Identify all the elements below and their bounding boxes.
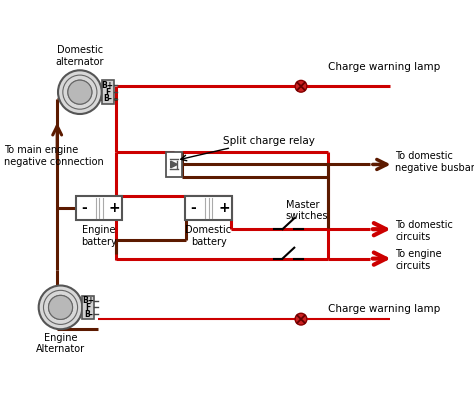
Text: B-: B- xyxy=(103,94,112,103)
Text: +: + xyxy=(218,201,230,215)
Text: To domestic
negative busbar: To domestic negative busbar xyxy=(395,151,474,173)
Circle shape xyxy=(295,80,307,92)
Text: -: - xyxy=(81,201,87,215)
Text: B+: B+ xyxy=(82,296,94,305)
Text: Charge warning lamp: Charge warning lamp xyxy=(328,304,440,314)
Text: Charge warning lamp: Charge warning lamp xyxy=(328,62,440,72)
Text: To main engine
negative connection: To main engine negative connection xyxy=(4,145,104,167)
Text: F: F xyxy=(105,88,110,96)
Text: Split charge relay: Split charge relay xyxy=(223,136,315,146)
Text: To engine
circuits: To engine circuits xyxy=(395,249,442,271)
Bar xyxy=(82,296,94,319)
Text: Domestic
alternator: Domestic alternator xyxy=(55,45,104,67)
Circle shape xyxy=(58,70,102,114)
Bar xyxy=(76,197,122,220)
Bar xyxy=(185,197,232,220)
Circle shape xyxy=(295,313,307,325)
Polygon shape xyxy=(171,161,177,168)
Circle shape xyxy=(68,80,92,104)
Text: +: + xyxy=(109,201,120,215)
Circle shape xyxy=(48,295,73,320)
Bar xyxy=(102,80,113,104)
Text: B-: B- xyxy=(84,310,93,319)
Text: Engine
battery: Engine battery xyxy=(82,225,117,247)
Bar xyxy=(165,152,182,177)
Text: Master
switches: Master switches xyxy=(286,200,328,222)
Text: F: F xyxy=(86,303,91,312)
Text: -: - xyxy=(190,201,196,215)
Circle shape xyxy=(39,285,82,329)
Text: To domestic
circuits: To domestic circuits xyxy=(395,220,453,242)
Text: B+: B+ xyxy=(101,81,114,90)
Text: Domestic
battery: Domestic battery xyxy=(185,225,232,247)
Text: Engine
Alternator: Engine Alternator xyxy=(36,333,85,354)
